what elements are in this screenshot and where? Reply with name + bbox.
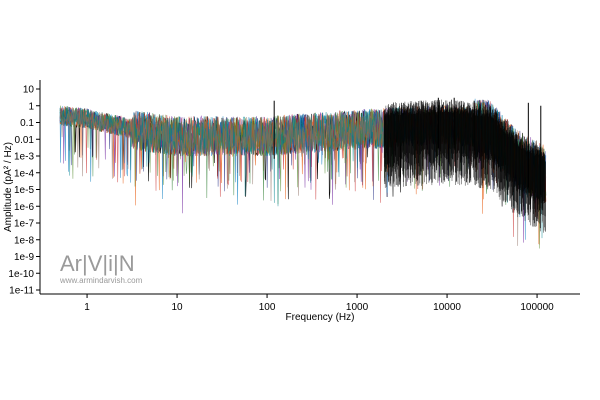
y-tick-label: 1e-8 [14,235,34,246]
watermark: Ar|V|i|N www.armindarvish.com [59,251,143,285]
y-tick-label: 1e-4 [14,168,34,179]
dense-band [383,99,546,233]
y-tick-label: 1e-9 [14,252,34,263]
x-tick-label: 1 [84,302,90,313]
x-tick-label: 100 [259,302,276,313]
y-tick-label: 1e-10 [8,269,34,280]
series-group [59,98,547,249]
y-axis-label: Amplitude (pA² / Hz) [3,142,14,232]
y-tick-group: 10 1 0.1 0.01 1e-3 1e-4 1e-5 1e-6 1e-7 1e-8 1e-9 1e… [8,85,40,297]
x-tick-label: 100000 [520,302,554,313]
watermark-logo: Ar|V|i|N [60,251,135,276]
y-tick-label: 10 [23,85,35,96]
y-tick-label: 0.01 [15,135,35,146]
y-tick-label: 1e-11 [9,286,34,297]
y-tick-label: 1e-6 [14,202,34,213]
x-tick-label: 10 [171,302,183,313]
peak-group [273,97,542,195]
watermark-url: www.armindarvish.com [59,276,143,285]
y-tick-label: 1e-7 [14,219,34,230]
y-tick-label: 1 [28,101,34,112]
y-tick-label: 1e-3 [14,152,34,163]
x-tick-group: 1 10 100 1000 10000 100000 [84,294,554,313]
x-axis-label: Frequency (Hz) [286,312,355,323]
y-tick-label: 1e-5 [14,185,34,196]
x-tick-label: 10000 [433,302,461,313]
x-tick-label: 1000 [346,302,369,313]
y-tick-label: 0.1 [20,118,34,129]
